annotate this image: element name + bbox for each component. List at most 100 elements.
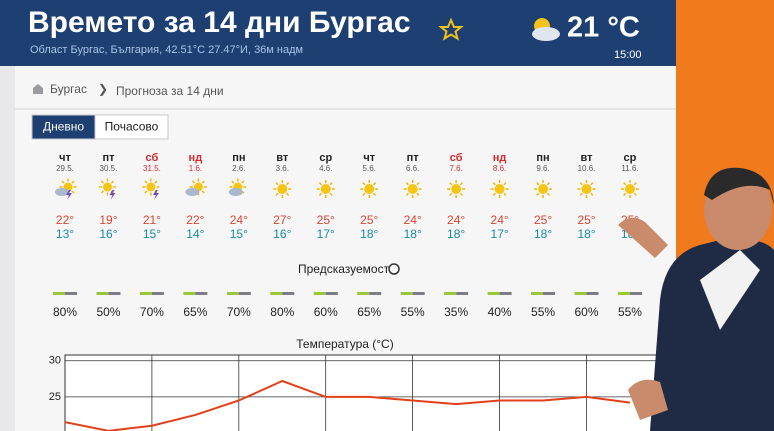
day-column[interactable]: чт5.6. 25°18°	[360, 152, 378, 241]
sun	[538, 184, 549, 194]
predictability-value: 60%	[314, 305, 338, 319]
day-date: 1.6.	[189, 164, 202, 173]
lightning	[109, 190, 116, 200]
predictability-row: 80% 50% 70% 65% 70% 80% 60% 65% 55% 35% 40% 55% 60% 5…	[53, 292, 642, 319]
sun-ray	[449, 192, 453, 196]
day-column[interactable]: нд8.6. 24°17°	[491, 152, 509, 241]
predictability-bar	[108, 292, 121, 295]
breadcrumb-item[interactable]: Бургас	[50, 82, 87, 96]
sun-ray	[286, 182, 290, 186]
breadcrumb-item[interactable]: Прогноза за 14 дни	[116, 84, 224, 98]
sun-ray	[623, 182, 627, 186]
sun-ray	[71, 190, 75, 194]
day-date: 7.6.	[449, 164, 462, 173]
tab[interactable]	[94, 114, 169, 140]
tab-label[interactable]: Почасово	[105, 120, 159, 134]
sun-ray	[329, 192, 333, 196]
day-date: 11.6.	[621, 164, 638, 173]
sun-ray	[110, 180, 115, 184]
day-name: нд	[493, 152, 507, 164]
predictability-value: 70%	[227, 305, 251, 319]
predictability-bar	[183, 292, 196, 295]
day-column[interactable]: вт3.6. 27°16°	[273, 152, 291, 241]
chart-title: Температура (°C)	[296, 337, 393, 351]
predictability-value: 35%	[444, 305, 468, 319]
sun-ray	[275, 182, 279, 186]
y-tick-label: 25	[49, 391, 61, 403]
temp-high: 24°	[491, 213, 509, 227]
predictability-bar	[238, 292, 251, 295]
sun	[277, 184, 288, 194]
info-icon[interactable]	[388, 263, 400, 275]
day-name: чт	[59, 152, 71, 164]
header-title: Времето за 14 дни Бургас	[28, 6, 411, 39]
predictability-value: 55%	[401, 305, 425, 319]
day-date: 5.6.	[363, 164, 376, 173]
predictability-title: Предсказуемост	[298, 262, 390, 276]
sun	[364, 184, 375, 194]
predictability-bar	[325, 292, 338, 295]
sun-ray	[100, 190, 105, 194]
sun-ray	[633, 182, 637, 186]
predictability-value: 65%	[183, 305, 207, 319]
day-name: ср	[319, 152, 332, 164]
day-name: пт	[407, 152, 420, 164]
sun-ray	[405, 192, 409, 196]
sun	[451, 184, 462, 194]
home-icon[interactable]	[33, 84, 43, 94]
day-column[interactable]: нд1.6. 22°14°	[185, 152, 207, 241]
sun	[581, 184, 592, 194]
day-column[interactable]: сб7.6. 24°18°	[447, 152, 465, 241]
sun-ray	[536, 182, 540, 186]
temp-high: 25°	[317, 213, 335, 227]
sun	[320, 184, 331, 194]
sun-ray	[579, 182, 583, 186]
day-column[interactable]: ср4.6. 25°17°	[317, 152, 335, 241]
day-date: 10.6.	[578, 164, 596, 173]
temp-high: 25°	[360, 213, 378, 227]
day-date: 30.5.	[100, 164, 118, 173]
day-column[interactable]: пн9.6. 25°18°	[534, 152, 552, 241]
predictability-bar	[357, 292, 370, 295]
header-bar	[0, 0, 676, 66]
sun-ray	[536, 192, 540, 196]
predictability-value: 60%	[575, 305, 599, 319]
day-name: пн	[536, 152, 549, 164]
predictability-bar	[543, 292, 556, 295]
temp-high: 24°	[230, 213, 248, 227]
sun-ray	[71, 180, 75, 184]
sun-ray	[144, 190, 148, 194]
tab-label[interactable]: Дневно	[43, 120, 84, 134]
day-column[interactable]: пн2.6. 24°15°	[228, 152, 248, 241]
sun-ray	[154, 180, 158, 184]
lightning	[66, 190, 72, 200]
day-name: сб	[146, 152, 159, 164]
predictability-bar	[574, 292, 587, 295]
temp-low: 15°	[143, 227, 161, 241]
day-date: 8.6.	[493, 164, 506, 173]
predictability-bar	[53, 292, 65, 295]
favorite-star[interactable]	[438, 17, 464, 41]
predictability-bar	[586, 292, 599, 295]
tab[interactable]	[31, 114, 96, 140]
predictability-bar	[151, 292, 164, 295]
sun-ray	[459, 192, 464, 196]
day-column[interactable]: пт6.6. 24°18°	[404, 152, 422, 241]
sun-ray	[579, 192, 583, 196]
day-name: ср	[624, 152, 637, 164]
sun-ray	[231, 180, 235, 184]
sun-ray	[191, 180, 196, 184]
sun-ray	[318, 192, 323, 196]
temperature-line	[64, 379, 631, 431]
day-date: 9.6.	[536, 164, 549, 173]
predictability-value: 65%	[357, 305, 381, 319]
sun-ray	[503, 182, 507, 186]
sun-ray	[546, 192, 550, 196]
sun-ray	[503, 192, 507, 196]
predictability-bar	[226, 292, 239, 295]
